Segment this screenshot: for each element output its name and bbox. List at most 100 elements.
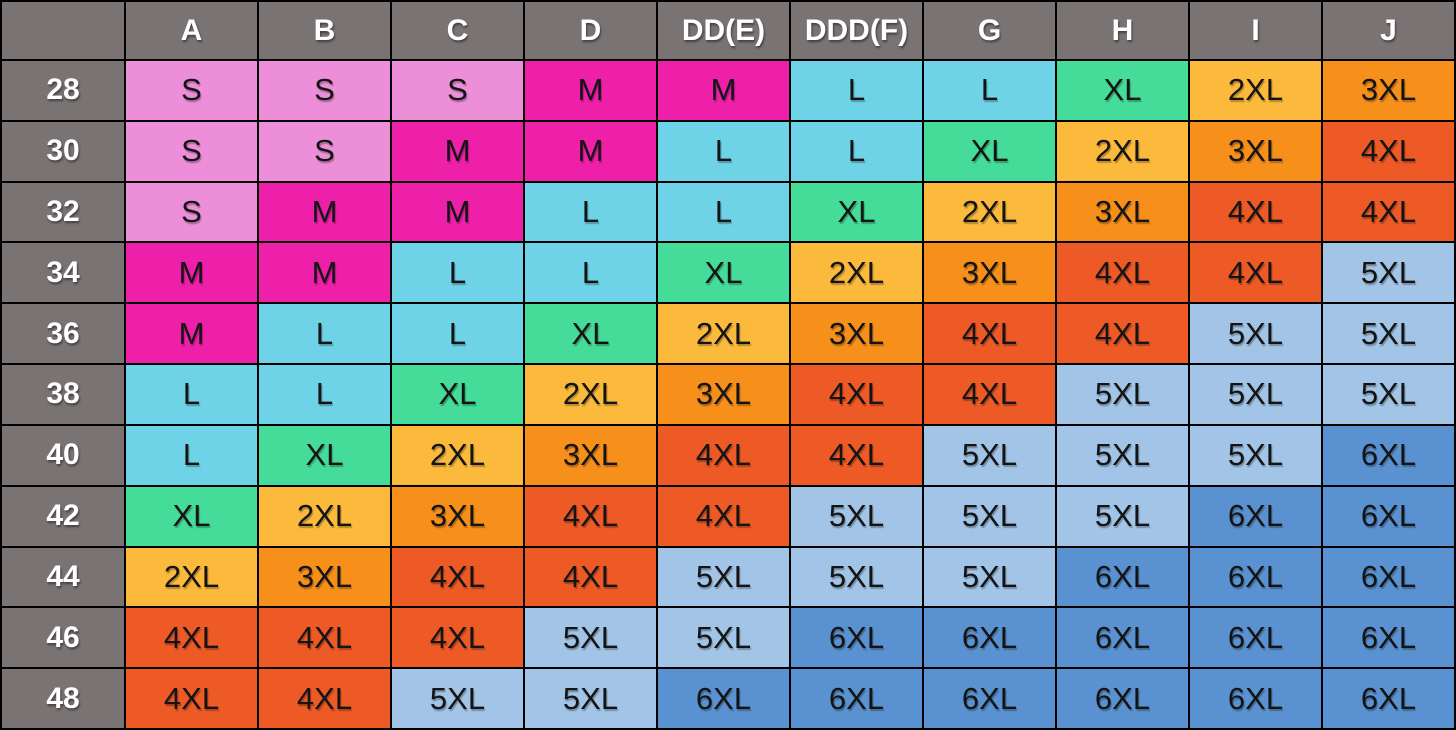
column-header: D bbox=[523, 0, 658, 61]
row-header: 38 bbox=[0, 363, 126, 426]
size-cell: XL bbox=[257, 423, 392, 487]
size-cell: L bbox=[124, 363, 259, 426]
size-cell: 4XL bbox=[922, 302, 1057, 366]
size-cell: 2XL bbox=[656, 302, 791, 366]
corner-cell bbox=[0, 0, 126, 61]
size-cell: M bbox=[390, 180, 525, 244]
size-cell: XL bbox=[656, 241, 791, 305]
column-header: B bbox=[257, 0, 392, 61]
size-cell: 4XL bbox=[124, 606, 259, 670]
size-cell: 5XL bbox=[789, 484, 924, 548]
header-row: A B C D DD(E) DDD(F) G H I J bbox=[0, 0, 1456, 61]
size-cell: 5XL bbox=[1055, 363, 1190, 426]
size-cell: 3XL bbox=[789, 302, 924, 366]
size-cell: 4XL bbox=[523, 484, 658, 548]
row-header: 48 bbox=[0, 667, 126, 730]
size-cell: XL bbox=[1055, 59, 1190, 122]
size-cell: 6XL bbox=[1055, 545, 1190, 609]
size-cell: 6XL bbox=[1188, 606, 1323, 670]
size-cell: 5XL bbox=[1188, 363, 1323, 426]
size-cell: 5XL bbox=[1055, 423, 1190, 487]
row-header: 46 bbox=[0, 606, 126, 670]
size-cell: M bbox=[523, 59, 658, 122]
table-row: 42 XL 2XL 3XL 4XL 4XL 5XL 5XL 5XL 6XL 6XL bbox=[0, 484, 1456, 548]
row-header: 40 bbox=[0, 423, 126, 487]
size-cell: 2XL bbox=[1188, 59, 1323, 122]
size-cell: 6XL bbox=[1321, 545, 1456, 609]
size-cell: 5XL bbox=[922, 545, 1057, 609]
size-cell: 4XL bbox=[390, 606, 525, 670]
table-row: 40 L XL 2XL 3XL 4XL 4XL 5XL 5XL 5XL 6XL bbox=[0, 423, 1456, 487]
row-header: 32 bbox=[0, 180, 126, 244]
size-cell: 5XL bbox=[789, 545, 924, 609]
size-cell: 5XL bbox=[1188, 423, 1323, 487]
size-cell: 2XL bbox=[124, 545, 259, 609]
table-row: 48 4XL 4XL 5XL 5XL 6XL 6XL 6XL 6XL 6XL 6XL bbox=[0, 667, 1456, 730]
size-cell: M bbox=[523, 119, 658, 183]
size-cell: 3XL bbox=[1321, 59, 1456, 122]
size-cell: 4XL bbox=[1055, 302, 1190, 366]
row-header: 42 bbox=[0, 484, 126, 548]
size-cell: 6XL bbox=[656, 667, 791, 730]
table-row: 28 S S S M M L L XL 2XL 3XL bbox=[0, 59, 1456, 122]
row-header: 36 bbox=[0, 302, 126, 366]
size-cell: 6XL bbox=[1055, 606, 1190, 670]
size-cell: 5XL bbox=[656, 606, 791, 670]
size-cell: 4XL bbox=[124, 667, 259, 730]
size-cell: 4XL bbox=[1188, 180, 1323, 244]
size-cell: 5XL bbox=[1055, 484, 1190, 548]
row-header: 30 bbox=[0, 119, 126, 183]
size-cell: 5XL bbox=[523, 667, 658, 730]
size-cell: 5XL bbox=[1188, 302, 1323, 366]
size-cell: 3XL bbox=[1055, 180, 1190, 244]
size-cell: L bbox=[390, 302, 525, 366]
size-cell: M bbox=[257, 180, 392, 244]
size-cell: 2XL bbox=[1055, 119, 1190, 183]
size-cell: 5XL bbox=[1321, 302, 1456, 366]
size-cell: 4XL bbox=[789, 423, 924, 487]
size-cell: 4XL bbox=[789, 363, 924, 426]
size-cell: XL bbox=[390, 363, 525, 426]
size-cell: 4XL bbox=[257, 606, 392, 670]
size-cell: 6XL bbox=[789, 667, 924, 730]
size-cell: L bbox=[390, 241, 525, 305]
column-header: H bbox=[1055, 0, 1190, 61]
size-cell: M bbox=[257, 241, 392, 305]
size-cell: S bbox=[390, 59, 525, 122]
size-cell: L bbox=[124, 423, 259, 487]
size-cell: L bbox=[789, 119, 924, 183]
table-row: 44 2XL 3XL 4XL 4XL 5XL 5XL 5XL 6XL 6XL 6XL bbox=[0, 545, 1456, 609]
size-cell: 4XL bbox=[1321, 180, 1456, 244]
table-body: 28 S S S M M L L XL 2XL 3XL 30 S S M M L L XL 2XL 3XL 4XL 32 S M… bbox=[0, 59, 1456, 730]
size-cell: 2XL bbox=[789, 241, 924, 305]
size-cell: XL bbox=[523, 302, 658, 366]
size-cell: 4XL bbox=[1321, 119, 1456, 183]
size-cell: XL bbox=[922, 119, 1057, 183]
size-cell: 3XL bbox=[656, 363, 791, 426]
size-cell: 5XL bbox=[656, 545, 791, 609]
size-cell: 6XL bbox=[1055, 667, 1190, 730]
size-cell: 3XL bbox=[523, 423, 658, 487]
size-cell: 6XL bbox=[1321, 423, 1456, 487]
size-cell: S bbox=[257, 59, 392, 122]
table-row: 34 M M L L XL 2XL 3XL 4XL 4XL 5XL bbox=[0, 241, 1456, 305]
size-cell: 4XL bbox=[1055, 241, 1190, 305]
table-row: 46 4XL 4XL 4XL 5XL 5XL 6XL 6XL 6XL 6XL 6XL bbox=[0, 606, 1456, 670]
size-cell: S bbox=[124, 119, 259, 183]
size-cell: 4XL bbox=[390, 545, 525, 609]
size-cell: L bbox=[656, 180, 791, 244]
size-cell: S bbox=[124, 180, 259, 244]
table-head: A B C D DD(E) DDD(F) G H I J bbox=[0, 0, 1456, 61]
size-cell: L bbox=[523, 180, 658, 244]
size-cell: XL bbox=[789, 180, 924, 244]
size-cell: 6XL bbox=[1321, 606, 1456, 670]
column-header: DDD(F) bbox=[789, 0, 924, 61]
size-cell: L bbox=[523, 241, 658, 305]
size-cell: M bbox=[124, 241, 259, 305]
size-cell: 2XL bbox=[390, 423, 525, 487]
table-row: 38 L L XL 2XL 3XL 4XL 4XL 5XL 5XL 5XL bbox=[0, 363, 1456, 426]
size-cell: 5XL bbox=[523, 606, 658, 670]
size-cell: M bbox=[656, 59, 791, 122]
size-cell: 6XL bbox=[1188, 484, 1323, 548]
